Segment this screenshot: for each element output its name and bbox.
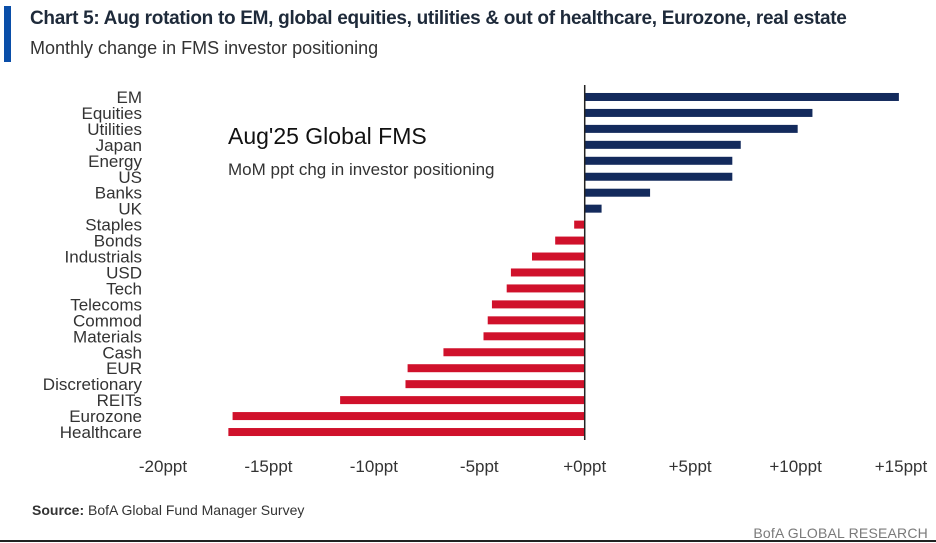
category-label: EM [117,88,143,107]
x-tick-label: -10ppt [350,457,398,476]
category-label: Utilities [87,120,142,139]
bar-cash [443,348,585,357]
bar-reits [340,396,585,405]
bar-energy [584,156,733,165]
bar-tech [506,284,585,293]
bar-usd [510,268,585,277]
category-label: Bonds [94,232,142,251]
category-label: Discretionary [43,375,143,394]
category-label: Materials [73,327,142,346]
category-label: EUR [106,359,142,378]
bar-uk [584,204,602,213]
x-tick-label: +10ppt [769,457,822,476]
inner-chart-subtitle: MoM ppt chg in investor positioning [228,160,494,179]
bar-materials [483,332,585,341]
x-tick-label: -5ppt [460,457,499,476]
title-accent-bar [4,6,11,62]
bar-industrials [532,252,585,261]
category-label: Eurozone [69,407,142,426]
bar-us [584,172,733,181]
category-label: Telecoms [70,295,142,314]
source-text: BofA Global Fund Manager Survey [84,502,305,518]
x-tick-label: -20ppt [139,457,187,476]
category-label: UK [118,200,142,219]
x-tick-label: +5ppt [669,457,712,476]
bar-commod [487,316,585,325]
bars-group [228,92,899,437]
category-label: Japan [96,136,142,155]
chart-title: Chart 5: Aug rotation to EM, global equi… [30,8,847,29]
category-label: Cash [102,343,142,362]
category-label: Tech [106,279,142,298]
category-label: Staples [85,216,142,235]
bar-telecoms [491,300,585,309]
category-label: Energy [88,152,142,171]
category-label: Equities [82,104,142,123]
bar-eurozone [232,412,585,421]
category-label: Industrials [65,248,142,267]
source-label: Source: [32,502,85,518]
bar-japan [584,140,741,149]
x-tick-label: +15ppt [875,457,928,476]
x-tick-label: +0ppt [563,457,606,476]
source-note: Source: BofA Global Fund Manager Survey [32,502,304,518]
tick-labels-group: -20ppt -15ppt -10ppt -5ppt +0ppt +5ppt +10ppt +… [139,457,928,476]
bar-em [584,92,899,101]
category-label: REITs [97,391,142,410]
category-label: USD [106,263,142,282]
x-tick-label: -15ppt [244,457,292,476]
inner-chart-title: Aug'25 Global FMS [228,123,427,149]
category-labels-group: EMEquitiesUtilitiesJapanEnergyUSBanksUKS… [43,88,143,442]
category-label: Commod [73,311,142,330]
bottom-rule [0,540,936,542]
chart-subtitle: Monthly change in FMS investor positioni… [30,38,379,58]
bar-banks [584,188,651,197]
category-label: US [118,168,142,187]
bar-utilities [584,124,798,133]
bar-eur [407,364,585,373]
brand-label: BofA GLOBAL RESEARCH [753,525,928,541]
category-label: Banks [95,184,142,203]
category-label: Healthcare [60,423,142,442]
bar-staples [574,220,585,229]
bar-discretionary [405,380,585,389]
bar-equities [584,108,813,117]
bar-healthcare [228,428,585,437]
bar-bonds [555,236,585,245]
